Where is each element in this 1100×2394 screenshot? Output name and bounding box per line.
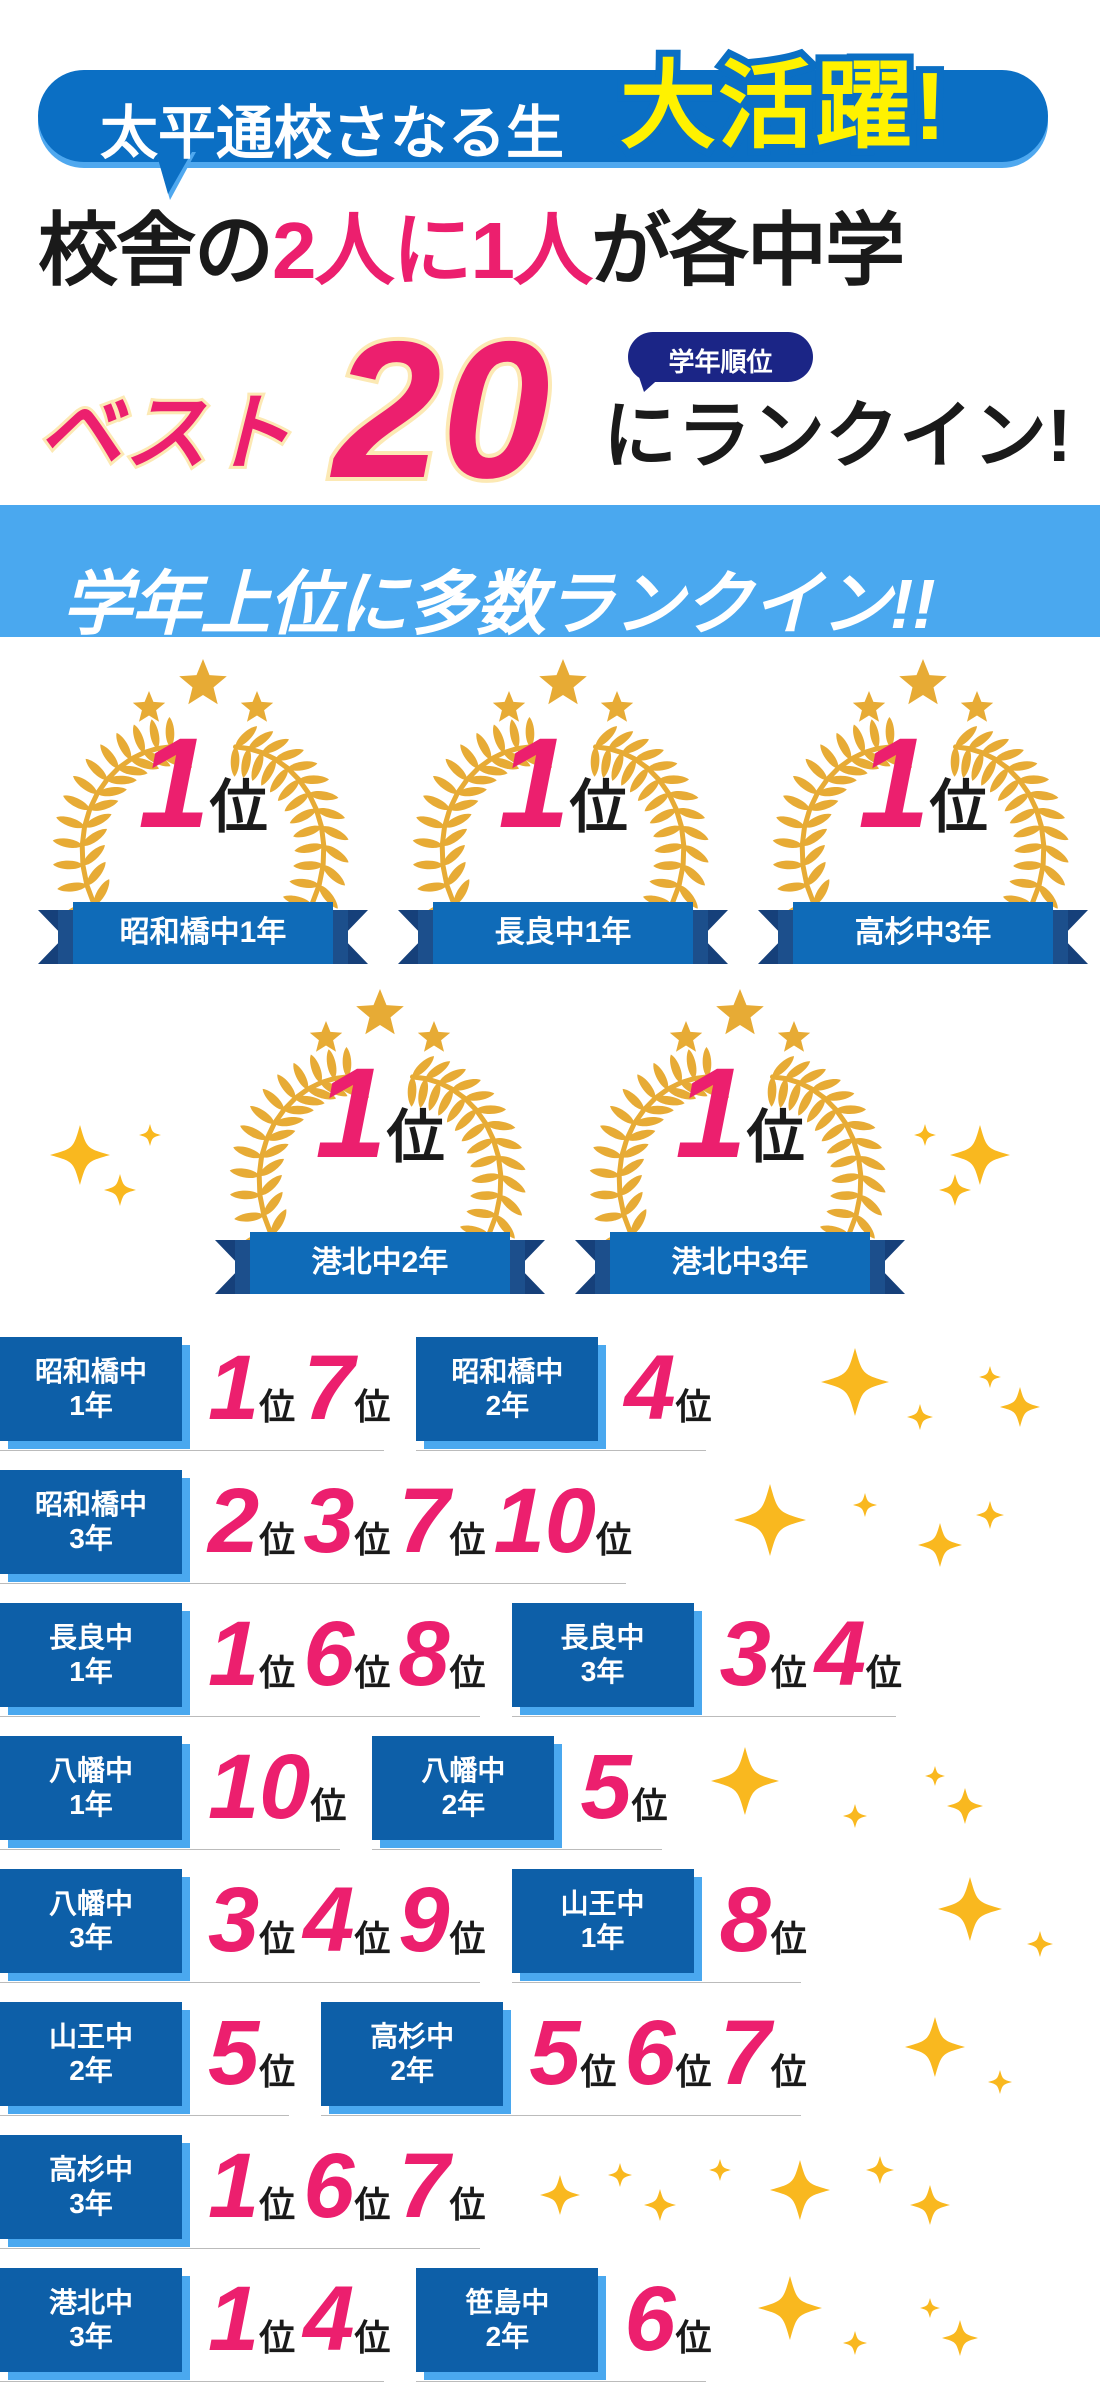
svg-text:高杉中3年: 高杉中3年: [855, 916, 992, 949]
svg-text:昭和橋中1年: 昭和橋中1年: [120, 916, 287, 949]
svg-text:港北中2年: 港北中2年: [312, 1246, 449, 1279]
svg-text:長良中1年: 長良中1年: [495, 916, 632, 949]
svg-text:港北中3年: 港北中3年: [672, 1246, 809, 1279]
